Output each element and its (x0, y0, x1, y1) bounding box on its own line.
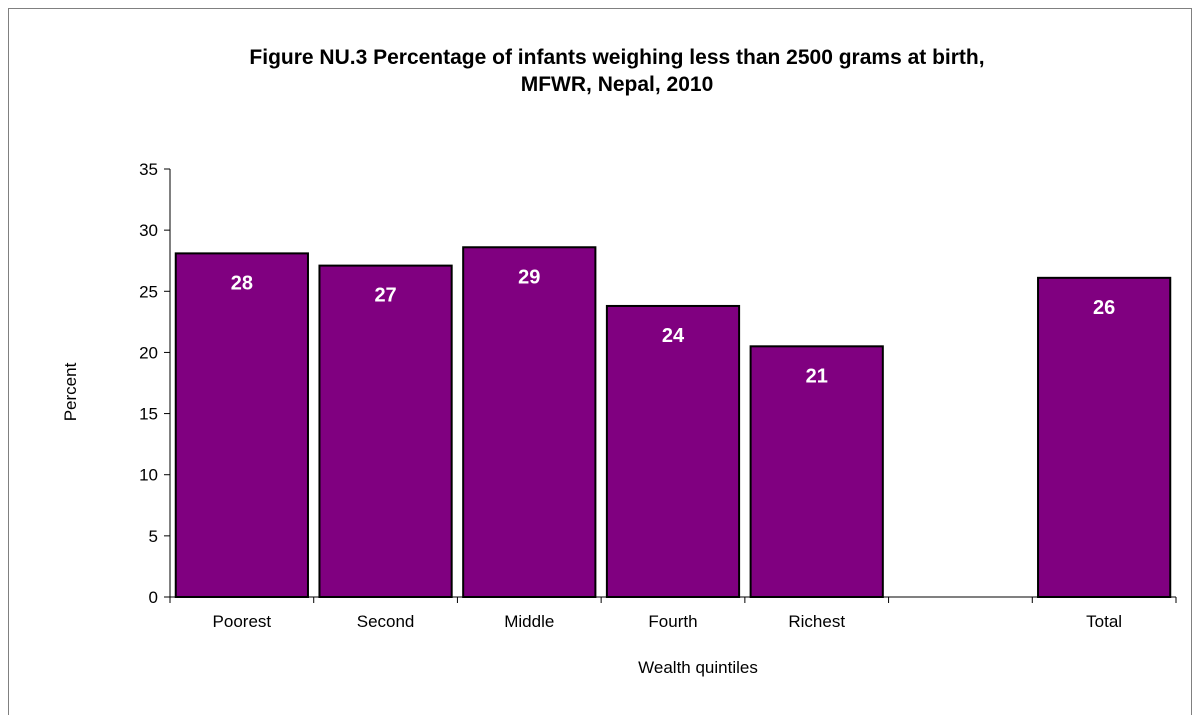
x-axis-title: Wealth quintiles (638, 658, 758, 677)
y-tick-label: 30 (139, 221, 158, 240)
x-axis: Poorest Second Middle Fourth Richest Total (169, 596, 1177, 631)
y-tick-label: 25 (139, 282, 158, 301)
y-axis-title: Percent (61, 362, 80, 421)
y-tick-label: 10 (139, 466, 158, 485)
y-tick-label: 5 (149, 527, 158, 546)
x-tick-label: Richest (788, 612, 845, 631)
bars (174, 246, 1172, 599)
y-tick-label: 20 (139, 343, 158, 362)
chart-title-line2: MFWR, Nepal, 2010 (520, 73, 714, 96)
bar-value-label: 24 (662, 325, 685, 347)
chart-title-line1: Figure NU.3 Percentage of infants weighi… (249, 46, 985, 69)
bar-value-label: 26 (1093, 297, 1115, 319)
bar (462, 246, 597, 599)
bar-value-label: 28 (231, 272, 253, 294)
bar (1037, 276, 1172, 598)
bar (174, 252, 309, 598)
bar (605, 304, 741, 598)
bar-value-label: 27 (374, 285, 396, 307)
chart-frame (8, 8, 1192, 715)
x-tick-label: Middle (504, 612, 554, 631)
bar-value-label: 29 (518, 266, 540, 288)
x-tick-label: Poorest (213, 612, 272, 631)
bar (318, 264, 453, 598)
y-tick-label: 15 (139, 405, 158, 424)
y-tick-label: 35 (139, 160, 158, 179)
chart-title: Figure NU.3 Percentage of infants weighi… (0, 44, 1200, 98)
y-axis: 0 5 10 15 20 25 30 35 (139, 160, 171, 607)
y-tick-label: 0 (149, 588, 158, 607)
x-tick-label: Second (357, 612, 415, 631)
bar (749, 345, 884, 599)
x-tick-label: Fourth (648, 612, 697, 631)
x-tick-label: Total (1086, 612, 1122, 631)
data-labels: 28 27 29 24 21 26 (231, 266, 1116, 387)
bar-value-label: 21 (806, 365, 828, 387)
